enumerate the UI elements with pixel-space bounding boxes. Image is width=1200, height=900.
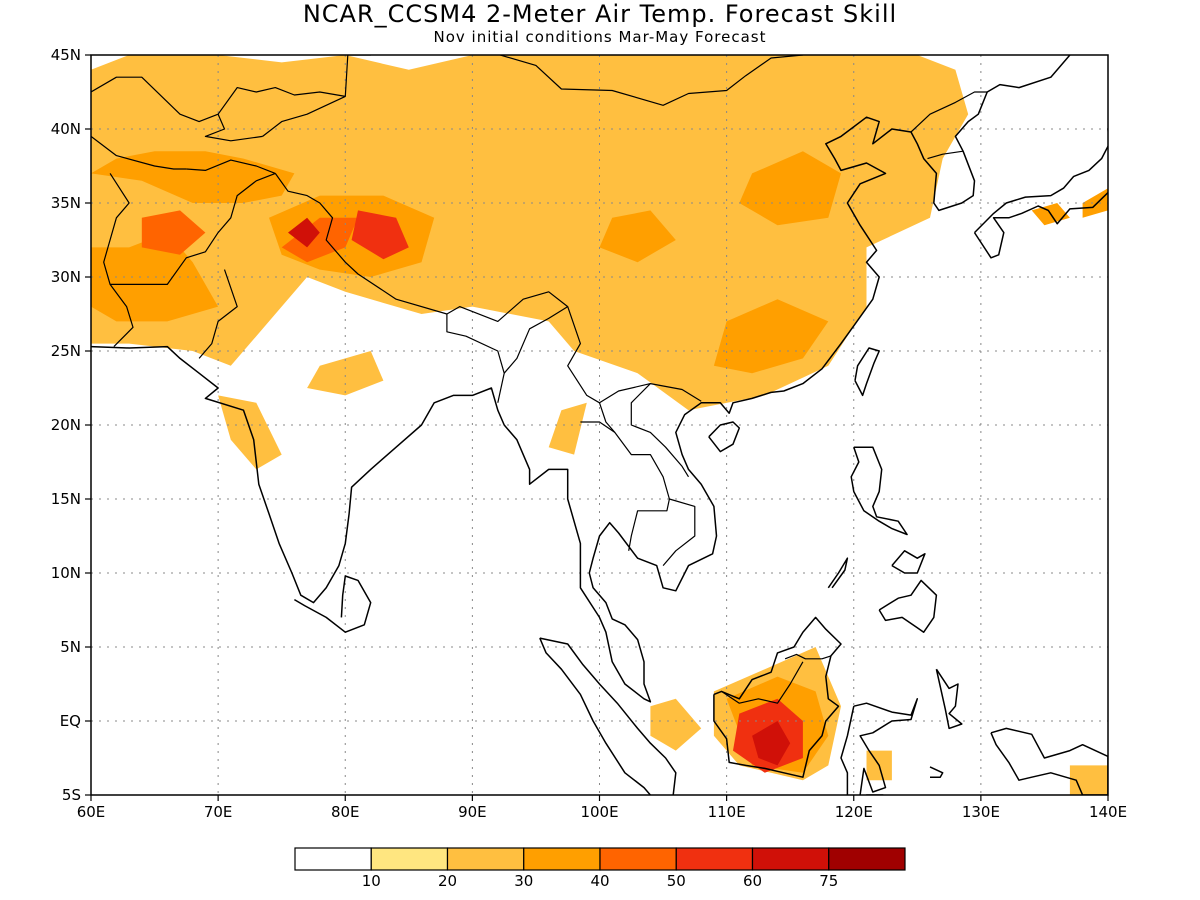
coastline-3: [854, 347, 880, 397]
skill-region-18: [752, 721, 791, 766]
border-15: [347, 55, 372, 56]
skill-region-2: [91, 232, 219, 322]
colorbar-swatch-4: [599, 847, 677, 871]
lat-tick-label: 35N: [51, 194, 81, 212]
border-10: [262, 55, 349, 137]
colorbar-swatch-3: [523, 847, 601, 871]
coastline-14: [865, 794, 884, 795]
map-subtitle: Nov initial conditions Mar-May Forecast: [433, 28, 767, 46]
lat-tick-label: 20N: [51, 416, 81, 434]
border-8: [662, 498, 696, 566]
country-borders-layer: [91, 55, 1108, 795]
lat-tick-label: 40N: [51, 120, 81, 138]
colorbar: 10 20 30 40 50 60 75: [294, 847, 906, 890]
lon-tick-label: 130E: [962, 803, 1000, 821]
axis-labels: 60E 70E 80E 90E 100E 110E 120E 130E 140E 45N 40N 35…: [51, 46, 1127, 821]
lon-tick-label: 60E: [77, 803, 106, 821]
skill-region-5: [599, 210, 676, 263]
skill-region-4: [713, 299, 829, 374]
border-16: [498, 55, 804, 106]
colorbar-label: 60: [743, 872, 762, 890]
skill-region-10: [288, 217, 320, 248]
skill-shading-layer: [91, 55, 1108, 795]
coastline-6: [840, 698, 919, 795]
lat-tick-label: EQ: [60, 712, 81, 730]
lat-tick-label: 25N: [51, 342, 81, 360]
border-18: [927, 150, 964, 160]
skill-region-21: [1082, 188, 1108, 218]
lon-tick-label: 140E: [1089, 803, 1127, 821]
lon-tick-label: 80E: [331, 803, 360, 821]
coastline-1: [294, 575, 372, 633]
lat-tick-label: 15N: [51, 490, 81, 508]
border-17: [910, 91, 988, 133]
border-19: [784, 653, 832, 660]
border-5: [503, 306, 569, 374]
lat-tick-label: 5S: [62, 786, 81, 804]
border-20: [721, 661, 804, 704]
border-11: [186, 159, 276, 174]
border-13: [91, 135, 187, 170]
border-0: [103, 173, 134, 348]
border-3: [274, 173, 702, 404]
gridlines: [91, 55, 1108, 795]
colorbar-label: 75: [819, 872, 838, 890]
skill-region-8: [281, 217, 358, 263]
border-9: [630, 383, 690, 478]
colorbar-swatch-1: [370, 847, 449, 871]
skill-region-14: [650, 698, 702, 751]
coastline-5: [713, 616, 842, 778]
coastline-8: [878, 579, 938, 633]
coastline-2: [708, 421, 741, 453]
coastline-9: [827, 557, 849, 589]
lon-tick-label: 90E: [458, 803, 487, 821]
border-6: [598, 402, 671, 551]
border-4: [446, 314, 505, 403]
colorbar-label: 20: [438, 872, 457, 890]
border-12: [91, 76, 346, 123]
colorbar-swatch-5: [675, 847, 754, 871]
colorbar-swatch-2: [446, 847, 525, 871]
border-14: [204, 113, 263, 142]
lat-tick-label: 10N: [51, 564, 81, 582]
lon-tick-label: 70E: [204, 803, 233, 821]
coastline-4: [539, 637, 677, 795]
lon-tick-label: 110E: [708, 803, 746, 821]
border-2: [198, 269, 238, 359]
coastline-12: [990, 727, 1108, 795]
coastline-13: [935, 668, 963, 730]
coastline-15: [929, 766, 944, 778]
colorbar-swatch-6: [751, 847, 830, 871]
coastline-7: [850, 446, 908, 536]
colorbar-swatch-7: [828, 847, 906, 871]
skill-region-11: [307, 351, 384, 396]
border-7: [580, 421, 616, 433]
coastline-layer: [91, 55, 1108, 795]
coastline-10: [891, 550, 926, 574]
colorbar-label: 30: [514, 872, 533, 890]
coastline-0: [91, 55, 1071, 703]
colorbar-swatch-0: [294, 847, 372, 871]
skill-region-6: [739, 151, 841, 226]
skill-region-9: [351, 210, 409, 260]
lon-tick-label: 100E: [580, 803, 618, 821]
lon-tick-label: 120E: [835, 803, 873, 821]
lat-tick-label: 45N: [51, 46, 81, 64]
lat-tick-label: 5N: [60, 638, 81, 656]
border-1: [110, 172, 276, 285]
map-title: NCAR_CCSM4 2-Meter Air Temp. Forecast Sk…: [302, 0, 898, 28]
skill-region-7: [141, 210, 206, 255]
colorbar-label: 10: [362, 872, 381, 890]
colorbar-label: 40: [590, 872, 609, 890]
coastline-11: [973, 125, 1108, 259]
colorbar-label: 50: [667, 872, 686, 890]
skill-region-13: [548, 402, 587, 455]
lat-tick-label: 30N: [51, 268, 81, 286]
skill-region-12: [218, 395, 282, 470]
